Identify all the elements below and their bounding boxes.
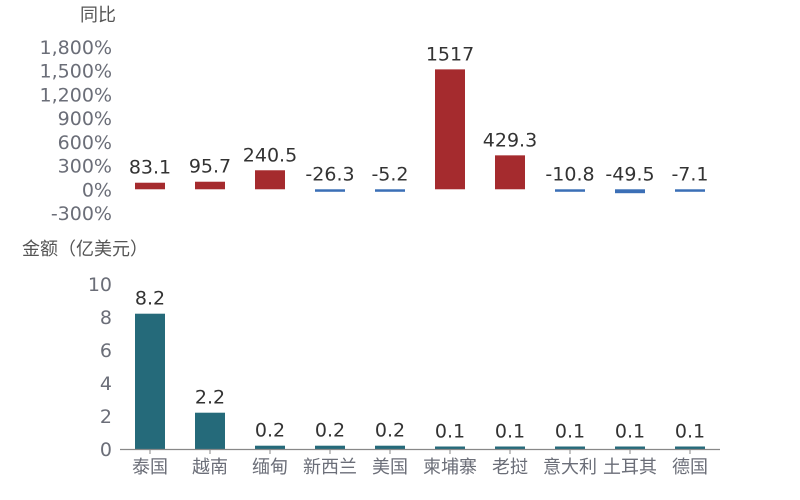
growth-bar bbox=[615, 189, 645, 194]
amount-bar bbox=[195, 412, 225, 449]
data-label: 240.5 bbox=[243, 144, 297, 166]
x-tick-label: 越南 bbox=[192, 457, 228, 478]
x-tick-label: 缅甸 bbox=[252, 457, 288, 478]
data-label: 0.1 bbox=[555, 421, 585, 443]
data-label: 83.1 bbox=[129, 157, 171, 179]
y-tick-label: 1,800% bbox=[40, 37, 112, 59]
growth-bar bbox=[315, 189, 345, 192]
bottom-chart-ylabel: 金额（亿美元） bbox=[22, 239, 148, 260]
growth-bar bbox=[675, 189, 705, 192]
amount-bar bbox=[555, 446, 585, 449]
growth-bar bbox=[495, 155, 525, 190]
y-tick-label: 2 bbox=[100, 406, 112, 428]
data-label: 0.1 bbox=[615, 421, 645, 443]
top-chart: 1,800%1,500%1,200%900%600%300%0%-300% 83.… bbox=[40, 37, 709, 225]
data-label: 0.1 bbox=[675, 421, 705, 443]
x-tick-label: 老挝 bbox=[492, 457, 528, 478]
amount-bar bbox=[255, 445, 285, 449]
growth-bar bbox=[255, 170, 285, 190]
y-tick-label: 300% bbox=[58, 156, 112, 178]
x-tick-label: 泰国 bbox=[132, 457, 168, 478]
data-label: 0.1 bbox=[435, 421, 465, 443]
x-tick-label: 美国 bbox=[372, 457, 408, 478]
y-tick-label: 10 bbox=[88, 274, 112, 296]
growth-bar bbox=[435, 69, 465, 190]
growth-bar bbox=[375, 189, 405, 192]
x-tick-label: 意大利 bbox=[543, 457, 597, 478]
y-tick-label: 900% bbox=[58, 108, 112, 130]
y-tick-label: 0% bbox=[82, 179, 112, 201]
amount-bar bbox=[615, 446, 645, 449]
amount-bar bbox=[135, 313, 165, 449]
amount-bar bbox=[495, 446, 525, 449]
data-label: 2.2 bbox=[195, 387, 225, 409]
data-label: -5.2 bbox=[371, 163, 408, 185]
top-chart-ylabel: 同比 bbox=[80, 5, 116, 26]
data-label: 429.3 bbox=[483, 129, 537, 151]
y-tick-label: 6 bbox=[100, 340, 112, 362]
data-label: -10.8 bbox=[545, 163, 594, 185]
x-tick-label: 德国 bbox=[672, 457, 708, 478]
y-tick-label: 4 bbox=[100, 373, 112, 395]
data-label: 0.2 bbox=[255, 420, 285, 442]
bottom-chart: 10 8 6 4 2 0 8.2 泰国 2.2 越南 0.2 缅甸 0.2 新西兰 0.2 美国 0.1 柬埔寨 0… bbox=[88, 274, 720, 478]
y-tick-label: 600% bbox=[58, 132, 112, 154]
amount-bar bbox=[435, 446, 465, 449]
y-tick-label: 0 bbox=[100, 439, 112, 461]
y-tick-label: 1,200% bbox=[40, 84, 112, 106]
amount-bar bbox=[315, 445, 345, 449]
data-label: 8.2 bbox=[135, 288, 165, 310]
growth-bar bbox=[135, 182, 165, 190]
y-tick-label: -300% bbox=[51, 203, 112, 225]
data-label: -26.3 bbox=[305, 163, 354, 185]
data-label: 95.7 bbox=[189, 156, 231, 178]
x-tick-label: 土耳其 bbox=[603, 457, 657, 478]
amount-bar bbox=[375, 445, 405, 449]
data-label: 0.1 bbox=[495, 421, 525, 443]
growth-bar bbox=[555, 189, 585, 192]
data-label: 1517 bbox=[426, 43, 474, 65]
data-label: -7.1 bbox=[671, 163, 708, 185]
x-tick-label: 柬埔寨 bbox=[423, 457, 477, 478]
data-label: -49.5 bbox=[605, 163, 654, 185]
x-tick-label: 新西兰 bbox=[303, 457, 357, 478]
amount-bar bbox=[675, 446, 705, 449]
data-label: 0.2 bbox=[315, 420, 345, 442]
data-label: 0.2 bbox=[375, 420, 405, 442]
y-tick-label: 1,500% bbox=[40, 61, 112, 83]
growth-bar bbox=[195, 181, 225, 190]
y-tick-label: 8 bbox=[100, 307, 112, 329]
